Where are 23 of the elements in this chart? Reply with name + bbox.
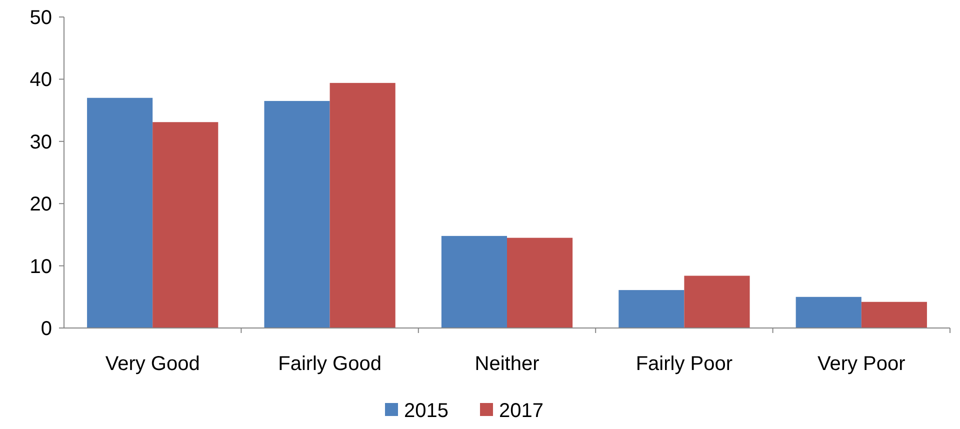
bar [152, 122, 218, 328]
legend-label: 2015 [404, 400, 448, 422]
x-tick-label: Neither [474, 353, 540, 375]
bar [441, 236, 507, 328]
bar [684, 276, 750, 328]
y-tick-label: 30 [30, 131, 52, 154]
x-tick-label: Very Poor [817, 353, 906, 375]
y-tick-label: 40 [30, 69, 52, 92]
bar [861, 302, 927, 328]
y-tick-label: 20 [30, 194, 52, 216]
y-tick-label: 10 [30, 256, 52, 278]
bar [618, 290, 684, 328]
bar [507, 238, 573, 328]
legend-label: 2017 [499, 400, 544, 422]
x-tick-label: Fairly Good [278, 353, 382, 375]
y-tick-label: 50 [30, 7, 52, 29]
bar [87, 98, 153, 328]
bar [330, 82, 396, 328]
bar [264, 100, 330, 328]
x-tick-label: Fairly Poor [636, 353, 733, 375]
x-tick-label: Very Good [105, 353, 200, 375]
y-tick-label: 0 [40, 318, 52, 340]
bar [796, 296, 862, 328]
